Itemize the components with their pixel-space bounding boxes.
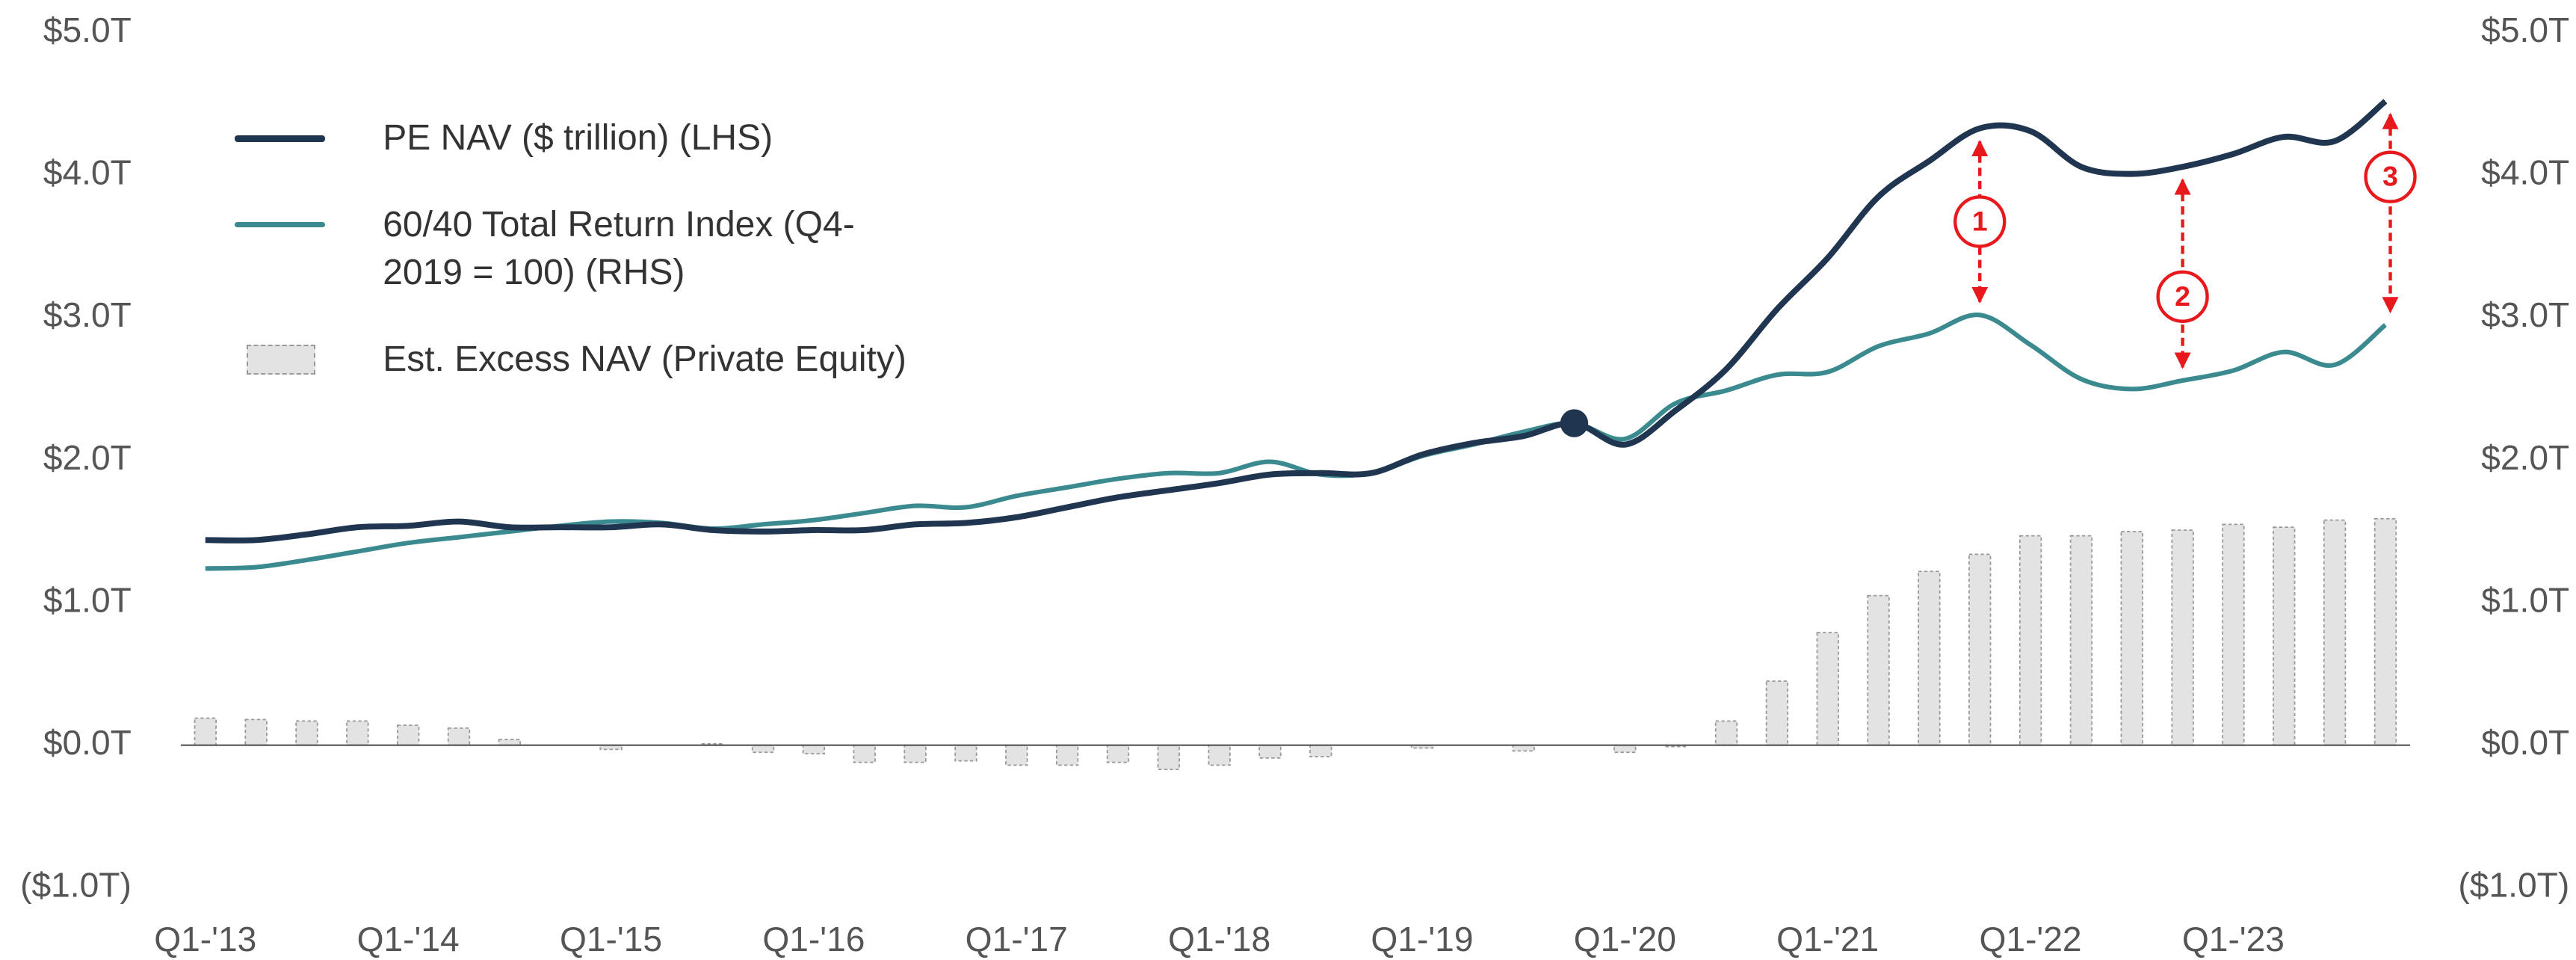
annotation-label: 2 xyxy=(2175,280,2190,312)
y-tick-label: $5.0T xyxy=(43,10,132,49)
legend-swatch xyxy=(235,222,326,228)
legend-label: 60/40 Total Return Index (Q4-2019 = 100)… xyxy=(383,205,855,293)
bar xyxy=(2069,535,2093,746)
bar xyxy=(904,744,927,763)
bar xyxy=(2120,531,2143,746)
bar xyxy=(1765,680,1789,746)
legend-label: PE NAV ($ trillion) (LHS) xyxy=(383,117,773,158)
bar xyxy=(2273,526,2296,746)
bar xyxy=(853,744,876,763)
y2-tick-label: $2.0T xyxy=(2481,438,2569,477)
bar xyxy=(1918,570,1941,746)
bar xyxy=(1714,720,1738,746)
y-tick-label: $1.0T xyxy=(43,580,132,619)
y-tick-label: $4.0T xyxy=(43,153,132,192)
bar xyxy=(498,739,522,746)
annotation-circle xyxy=(2156,270,2209,323)
bar xyxy=(194,717,217,746)
x-tick-label: Q1-'20 xyxy=(1574,920,1676,959)
annotation-label: 3 xyxy=(2382,161,2398,192)
bar xyxy=(2373,517,2397,746)
bar xyxy=(1410,744,1434,749)
bar xyxy=(295,720,318,746)
y-tick-label: $0.0T xyxy=(43,723,132,762)
line xyxy=(205,99,2388,544)
x-tick-label: Q1-'18 xyxy=(1168,920,1270,959)
highlight-dot xyxy=(1560,409,1589,437)
y-tick-label: $3.0T xyxy=(43,295,132,334)
annotation-circle xyxy=(2364,150,2417,203)
legend-swatch xyxy=(246,345,316,375)
annotation-circle xyxy=(1953,195,2007,248)
bar xyxy=(244,719,268,746)
y-tick-label: $2.0T xyxy=(43,438,132,477)
bar xyxy=(1309,744,1332,757)
x-tick-label: Q1-'23 xyxy=(2182,920,2285,959)
x-tick-label: Q1-'17 xyxy=(966,920,1068,959)
bar xyxy=(1816,632,1839,746)
bar xyxy=(396,724,420,746)
bar xyxy=(1106,744,1130,763)
y2-tick-label: $1.0T xyxy=(2481,580,2569,619)
y2-tick-label: ($1.0T) xyxy=(2458,865,2569,904)
x-tick-label: Q1-'14 xyxy=(357,920,460,959)
bar xyxy=(802,744,826,755)
bar xyxy=(1968,553,1992,746)
y2-tick-label: $3.0T xyxy=(2481,295,2569,334)
bar xyxy=(599,744,623,751)
bar xyxy=(1613,744,1637,754)
bar xyxy=(1157,744,1180,770)
bar xyxy=(1258,744,1282,759)
legend-swatch xyxy=(235,135,326,142)
bar xyxy=(447,727,471,746)
x-tick-label: Q1-'13 xyxy=(154,920,256,959)
annotation-label: 1 xyxy=(1972,206,1988,237)
x-tick-label: Q1-'19 xyxy=(1371,920,1473,959)
bar xyxy=(1512,744,1535,752)
y2-tick-label: $0.0T xyxy=(2481,723,2569,762)
x-tick-label: Q1-'15 xyxy=(560,920,662,959)
bar xyxy=(2222,523,2245,746)
x-tick-label: Q1-'16 xyxy=(762,920,865,959)
y2-tick-label: $4.0T xyxy=(2481,153,2569,192)
bar xyxy=(1055,744,1079,766)
bar xyxy=(954,744,977,762)
bar xyxy=(346,720,369,746)
bar xyxy=(1005,744,1028,766)
bar xyxy=(751,744,775,754)
bar xyxy=(2171,529,2194,746)
bar xyxy=(1867,594,1890,746)
x-tick-label: Q1-'21 xyxy=(1776,920,1879,959)
bar xyxy=(2323,519,2347,746)
x-tick-label: Q1-'22 xyxy=(1980,920,2082,959)
legend-label: Est. Excess NAV (Private Equity) xyxy=(383,339,906,380)
y2-tick-label: $5.0T xyxy=(2481,10,2569,49)
bar xyxy=(2019,535,2042,746)
bar xyxy=(1208,744,1231,766)
y-tick-label: ($1.0T) xyxy=(20,865,132,904)
